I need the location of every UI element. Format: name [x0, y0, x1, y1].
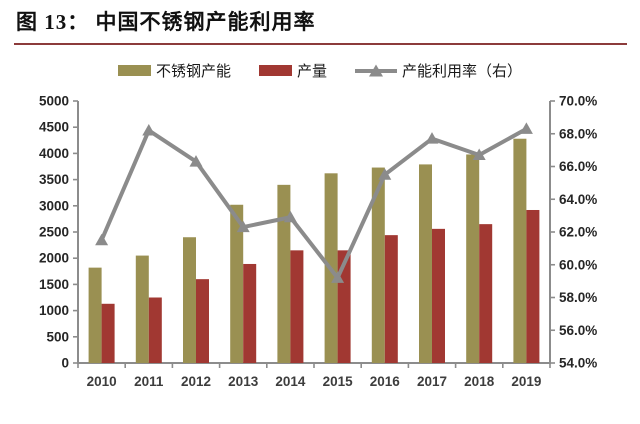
x-axis-year-label: 2016: [370, 374, 401, 389]
right-axis-tick-label: 62.0%: [559, 225, 597, 240]
right-axis-tick-label: 56.0%: [559, 323, 597, 338]
utilization-point-2018: [472, 148, 486, 161]
capacity-bar-2018: [466, 154, 480, 363]
capacity-bar-2011: [135, 255, 149, 363]
production-swatch-icon: [258, 65, 292, 76]
capacity-bar-2014: [277, 184, 291, 363]
right-axis-tick-label: 60.0%: [559, 257, 597, 272]
utilization-point-2010: [95, 233, 109, 246]
right-axis-tick-label: 66.0%: [559, 159, 597, 174]
utilization-point-2011: [142, 123, 156, 136]
left-axis-tick-label: 1500: [39, 277, 69, 292]
production-bar-2017: [432, 228, 445, 363]
figure-title: 图 13： 中国不锈钢产能利用率: [16, 10, 316, 34]
right-axis-tick-label: 68.0%: [559, 126, 597, 141]
left-axis-tick-label: 4500: [39, 120, 69, 135]
utilization-line: [99, 126, 529, 280]
production-bar-2019: [526, 209, 540, 363]
utilization-point-2014: [283, 210, 297, 223]
capacity-bar-2013: [230, 204, 244, 363]
capacity-swatch-icon: [117, 65, 151, 76]
x-axis-year-label: 2013: [228, 374, 259, 389]
left-axis-tick-label: 2500: [39, 225, 69, 240]
left-axis-tick-label: 4000: [39, 146, 69, 161]
production-bar-2013: [243, 263, 257, 363]
legend-label-production: 产量: [296, 63, 327, 80]
legend-label-utilization: 产能利用率（右）: [402, 63, 523, 80]
production-bar-2012: [196, 279, 209, 363]
left-axis-tick-label: 3000: [39, 198, 69, 213]
x-axis-year-label: 2010: [87, 374, 117, 389]
x-axis-year-label: 2015: [323, 374, 354, 389]
production-bar-2016: [384, 235, 398, 363]
x-axis-year-label: 2017: [417, 374, 447, 389]
capacity-bar-2012: [183, 237, 196, 363]
production-bar-2011: [148, 297, 162, 363]
right-axis-tick-label: 54.0%: [559, 356, 597, 371]
capacity-bar-2016: [371, 167, 385, 363]
utilization-line-marker-icon: [355, 64, 397, 77]
title-row: 图 13： 中国不锈钢产能利用率: [0, 0, 640, 37]
left-axis-tick-label: 2000: [39, 251, 69, 266]
x-axis-year-label: 2019: [511, 374, 541, 389]
utilization-triangle-icon: [369, 64, 383, 77]
utilization-point-2019: [519, 122, 533, 134]
utilization-point-2015: [331, 271, 345, 283]
production-bar-2010: [101, 303, 115, 363]
chart-legend: 不锈钢产能 产量 产能利用率（右）: [0, 60, 640, 81]
legend-item-production: 产量: [258, 60, 327, 81]
left-axis-tick-label: 0: [61, 356, 69, 371]
left-axis-tick-label: 3500: [39, 172, 69, 187]
capacity-bar-2010: [88, 267, 102, 363]
production-bar-2014: [290, 250, 304, 363]
left-axis-tick-label: 5000: [39, 94, 69, 109]
utilization-point-2012: [189, 155, 203, 167]
x-axis-year-label: 2014: [275, 374, 306, 389]
capacity-bar-2017: [419, 164, 432, 363]
x-axis-year-label: 2018: [464, 374, 495, 389]
legend-label-capacity: 不锈钢产能: [155, 63, 231, 80]
x-axis-year-label: 2011: [134, 374, 164, 389]
utilization-point-2017: [425, 132, 439, 144]
capacity-bar-2019: [513, 138, 527, 363]
left-axis-tick-label: 1000: [39, 303, 69, 318]
utilization-point-2016: [378, 168, 392, 180]
right-axis-tick-label: 64.0%: [559, 192, 597, 207]
legend-item-capacity: 不锈钢产能: [117, 60, 231, 81]
right-axis-tick-label: 58.0%: [559, 290, 597, 305]
production-bar-2018: [479, 224, 493, 363]
chart-area: 0 500 1000 1500 2000 2500 3000 3500 4000 4500 5000…: [0, 86, 640, 415]
left-axis-tick-label: 500: [46, 329, 69, 344]
x-axis-year-label: 2012: [181, 374, 211, 389]
capacity-utilization-combo-chart: 0 500 1000 1500 2000 2500 3000 3500 4000 4500 5000…: [39, 94, 597, 390]
right-axis-tick-label: 70.0%: [559, 94, 597, 109]
utilization-point-2013: [236, 220, 250, 233]
legend-item-utilization: 产能利用率（右）: [355, 60, 522, 81]
title-underline: [14, 43, 627, 45]
